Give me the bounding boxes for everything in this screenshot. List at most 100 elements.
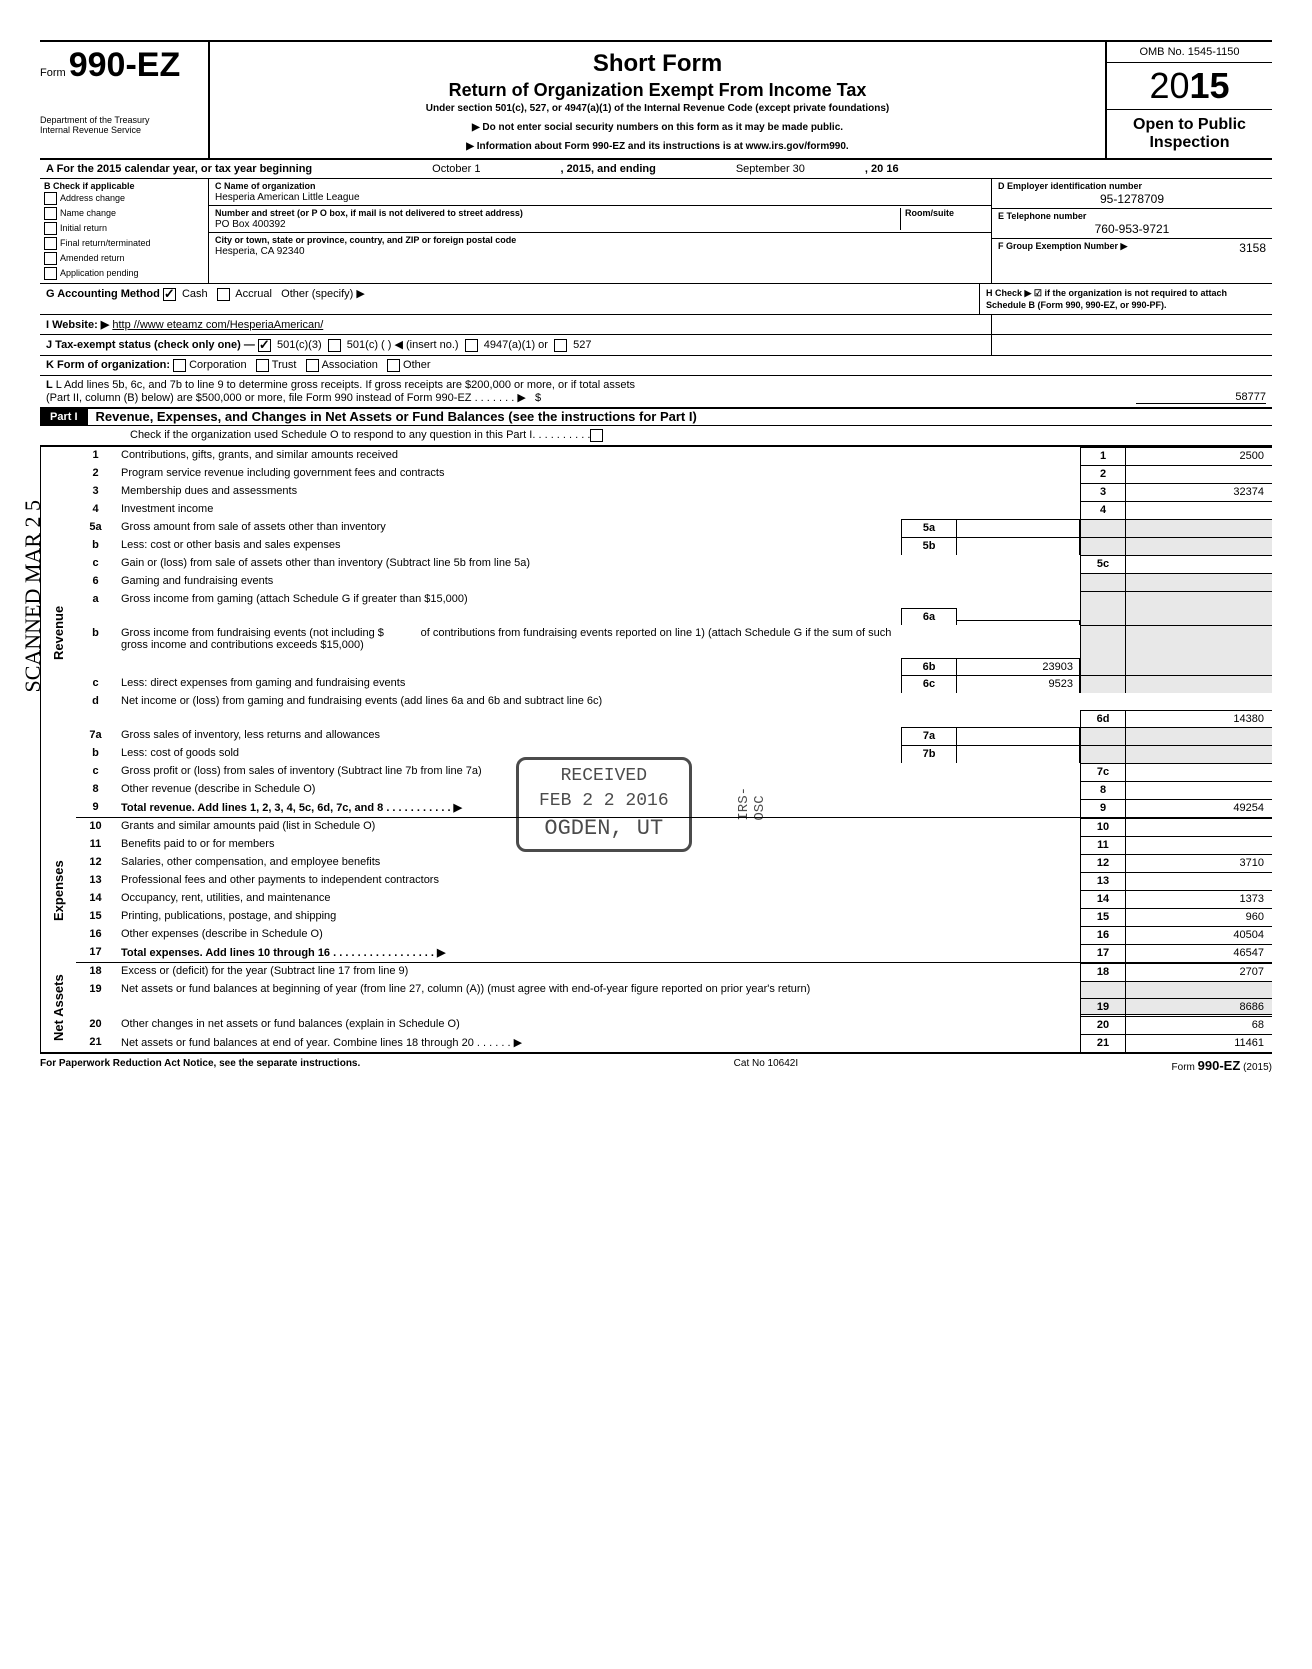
under-section: Under section 501(c), 527, or 4947(a)(1)… bbox=[220, 103, 1095, 114]
ib-6b: 6b bbox=[901, 658, 957, 675]
iv-6c: 9523 bbox=[957, 675, 1080, 693]
lt-15: Printing, publications, postage, and shi… bbox=[115, 908, 1080, 926]
lbl-trust: Trust bbox=[272, 359, 297, 372]
footer-left: For Paperwork Reduction Act Notice, see … bbox=[40, 1058, 360, 1073]
lt-20: Other changes in net assets or fund bala… bbox=[115, 1016, 1080, 1034]
iv-6a bbox=[957, 620, 1080, 625]
ln-5a: 5a bbox=[76, 519, 115, 537]
rv-9: 49254 bbox=[1126, 799, 1272, 817]
rv-5c bbox=[1126, 555, 1272, 573]
ln-16: 16 bbox=[76, 926, 115, 944]
ln-13: 13 bbox=[76, 872, 115, 890]
city-value: Hesperia, CA 92340 bbox=[215, 246, 305, 257]
rv-13 bbox=[1126, 872, 1272, 890]
rv-6-shade bbox=[1126, 573, 1272, 591]
rv-21: 11461 bbox=[1126, 1034, 1272, 1052]
lt-6: Gaming and fundraising events bbox=[115, 573, 1080, 591]
lbl-amended-return: Amended return bbox=[60, 253, 125, 263]
cb-initial-return[interactable] bbox=[44, 222, 57, 235]
lt-1: Contributions, gifts, grants, and simila… bbox=[115, 447, 1080, 465]
rv-1: 2500 bbox=[1126, 447, 1272, 465]
lt-12: Salaries, other compensation, and employ… bbox=[115, 854, 1080, 872]
iv-6b: 23903 bbox=[957, 658, 1080, 675]
ln-6a: a bbox=[76, 591, 115, 625]
header-center: Short Form Return of Organization Exempt… bbox=[210, 42, 1107, 158]
rv-6b-shade bbox=[1126, 625, 1272, 675]
rv-11 bbox=[1126, 836, 1272, 854]
cb-application-pending[interactable] bbox=[44, 267, 57, 280]
dept-treasury: Department of the Treasury bbox=[40, 115, 200, 125]
rb-2: 2 bbox=[1080, 465, 1126, 483]
ln-17: 17 bbox=[76, 944, 115, 962]
ib-7b: 7b bbox=[901, 745, 957, 763]
stamp-received: RECEIVED bbox=[539, 764, 669, 789]
ib-6a: 6a bbox=[901, 608, 957, 625]
cb-cash[interactable] bbox=[163, 288, 176, 301]
lt-6a: Gross income from gaming (attach Schedul… bbox=[115, 591, 901, 625]
rb-7b-shade bbox=[1080, 745, 1126, 763]
ln-18: 18 bbox=[76, 963, 115, 981]
lt-6b: Gross income from fundraising events (no… bbox=[115, 625, 901, 675]
header-right: OMB No. 1545-1150 2015 Open to Public In… bbox=[1107, 42, 1272, 158]
addr-label: Number and street (or P O box, if mail i… bbox=[215, 208, 523, 218]
lbl-other-specify: Other (specify) ▶ bbox=[281, 288, 365, 300]
rv-6c-shade bbox=[1126, 675, 1272, 693]
phone-value: 760-953-9721 bbox=[998, 222, 1266, 236]
section-c: C Name of organizationHesperia American … bbox=[209, 179, 991, 283]
cb-address-change[interactable] bbox=[44, 192, 57, 205]
omb-number: OMB No. 1545-1150 bbox=[1107, 42, 1272, 63]
label-j: J Tax-exempt status (check only one) — bbox=[46, 339, 255, 351]
lbl-cash: Cash bbox=[182, 288, 208, 300]
rv-5b-shade bbox=[1126, 537, 1272, 555]
label-f: F Group Exemption Number ▶ bbox=[998, 241, 1127, 251]
cb-amended-return[interactable] bbox=[44, 252, 57, 265]
label-d: D Employer identification number bbox=[998, 181, 1142, 191]
line-a-prefix: A For the 2015 calendar year, or tax yea… bbox=[46, 163, 312, 175]
lbl-4947: 4947(a)(1) or bbox=[484, 339, 548, 351]
ln-20: 20 bbox=[76, 1016, 115, 1034]
line-i: I Website: ▶ http //www eteamz com/Hespe… bbox=[40, 315, 1272, 335]
rb-6c-shade bbox=[1080, 675, 1126, 693]
cb-527[interactable] bbox=[554, 339, 567, 352]
cb-final-return[interactable] bbox=[44, 237, 57, 250]
cb-schedule-o[interactable] bbox=[590, 429, 603, 442]
cb-association[interactable] bbox=[306, 359, 319, 372]
section-def: D Employer identification number95-12787… bbox=[991, 179, 1272, 283]
cb-corporation[interactable] bbox=[173, 359, 186, 372]
lt-14: Occupancy, rent, utilities, and maintena… bbox=[115, 890, 1080, 908]
info-block: B Check if applicable Address change Nam… bbox=[40, 179, 1272, 284]
lt-6c: Less: direct expenses from gaming and fu… bbox=[115, 675, 901, 693]
rv-18: 2707 bbox=[1126, 963, 1272, 981]
lbl-527: 527 bbox=[573, 339, 591, 351]
cb-name-change[interactable] bbox=[44, 207, 57, 220]
rb-6a-shade bbox=[1080, 591, 1126, 625]
rb-5a-shade bbox=[1080, 519, 1126, 537]
cb-501c[interactable] bbox=[328, 339, 341, 352]
part-1-check: Check if the organization used Schedule … bbox=[40, 426, 1272, 446]
website-value: http //www eteamz com/HesperiaAmerican/ bbox=[112, 319, 323, 331]
rv-10 bbox=[1126, 818, 1272, 836]
rv-15: 960 bbox=[1126, 908, 1272, 926]
form-number: 990-EZ bbox=[69, 46, 181, 84]
line-a-begin: October 1 bbox=[432, 163, 480, 175]
cb-trust[interactable] bbox=[256, 359, 269, 372]
form-label: Form bbox=[40, 67, 66, 79]
rv-20: 68 bbox=[1126, 1016, 1272, 1034]
irs-label: Internal Revenue Service bbox=[40, 125, 200, 135]
lbl-501c3: 501(c)(3) bbox=[277, 339, 322, 351]
cb-501c3[interactable] bbox=[258, 339, 271, 352]
rv-12: 3710 bbox=[1126, 854, 1272, 872]
cb-other-org[interactable] bbox=[387, 359, 400, 372]
received-stamp: RECEIVED FEB 2 2 2016 OGDEN, UT bbox=[516, 757, 692, 852]
ln-6d: d bbox=[76, 693, 115, 727]
cb-accrual[interactable] bbox=[217, 288, 230, 301]
lt-19b bbox=[115, 998, 1080, 1016]
lbl-final-return: Final return/terminated bbox=[60, 238, 151, 248]
ln-1: 1 bbox=[76, 447, 115, 465]
cb-4947[interactable] bbox=[465, 339, 478, 352]
line-h-text: H Check ▶ ☑ if the organization is not r… bbox=[986, 288, 1227, 310]
lbl-assoc: Association bbox=[322, 359, 378, 372]
rb-7a-shade bbox=[1080, 727, 1126, 745]
line-k: K Form of organization: Corporation Trus… bbox=[40, 356, 1272, 376]
rb-13: 13 bbox=[1080, 872, 1126, 890]
